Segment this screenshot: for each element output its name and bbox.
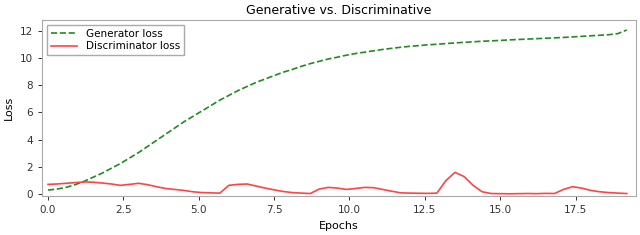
Discriminator loss — [506, 192, 513, 195]
Title: Generative vs. Discriminative: Generative vs. Discriminative — [246, 4, 431, 17]
Discriminator loss — [216, 192, 224, 195]
Line: Discriminator loss: Discriminator loss — [48, 172, 627, 194]
Generator loss — [216, 99, 224, 102]
Generator loss — [289, 68, 296, 71]
Generator loss — [342, 54, 350, 57]
Line: Generator loss: Generator loss — [48, 30, 627, 190]
Generator loss — [541, 37, 549, 40]
Generator loss — [180, 121, 188, 123]
Discriminator loss — [605, 191, 612, 194]
Discriminator loss — [623, 192, 630, 195]
Legend: Generator loss, Discriminator loss: Generator loss, Discriminator loss — [47, 25, 184, 55]
Discriminator loss — [180, 189, 188, 192]
Generator loss — [623, 28, 630, 31]
Y-axis label: Loss: Loss — [4, 96, 14, 120]
Generator loss — [44, 189, 52, 192]
Discriminator loss — [342, 188, 350, 191]
X-axis label: Epochs: Epochs — [319, 221, 359, 231]
Discriminator loss — [559, 188, 567, 191]
Discriminator loss — [451, 171, 459, 174]
Discriminator loss — [44, 183, 52, 186]
Discriminator loss — [289, 191, 296, 194]
Generator loss — [605, 33, 612, 36]
